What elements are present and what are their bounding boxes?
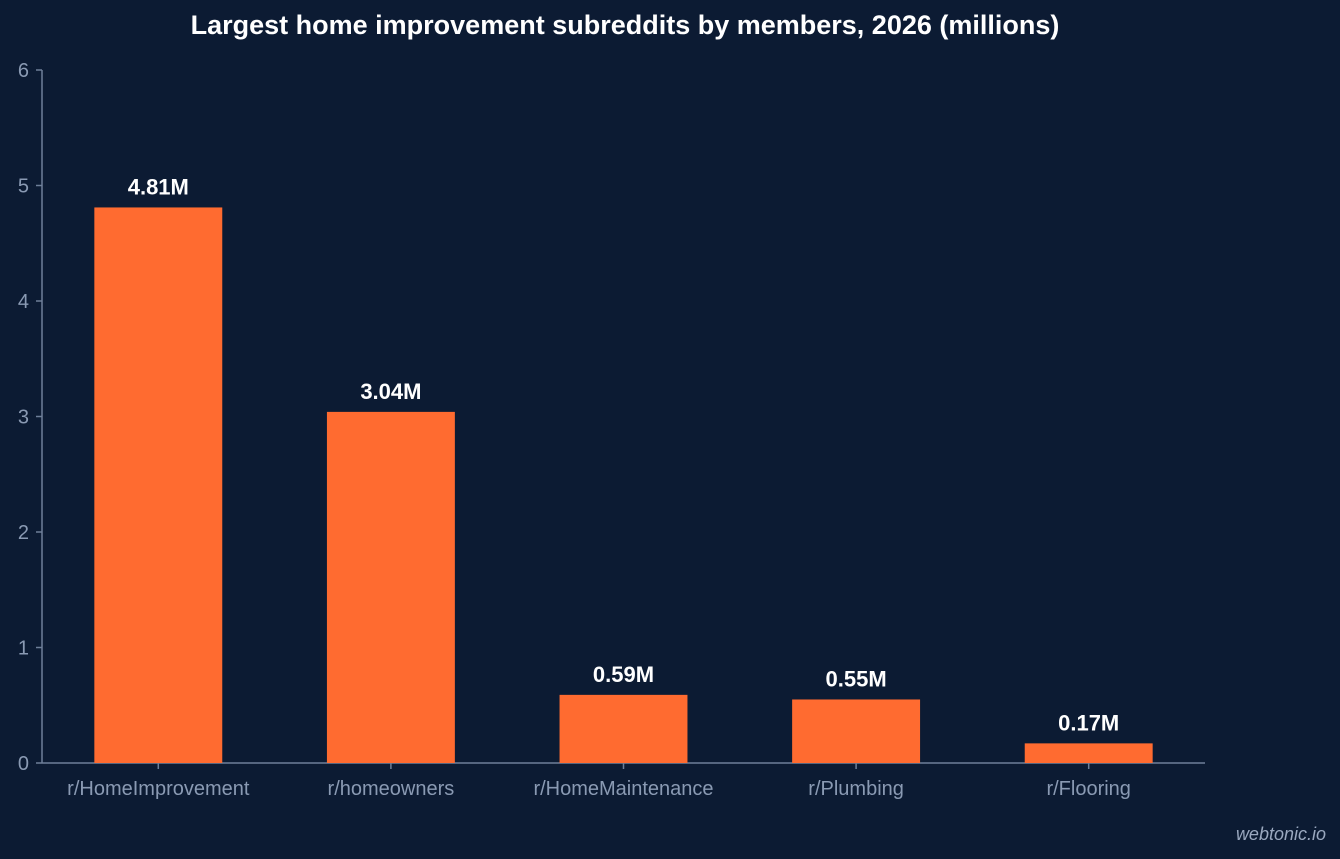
x-tick-label: r/HomeMaintenance (533, 778, 713, 800)
data-label: 4.81M (128, 174, 189, 199)
y-tick-label: 5 (18, 176, 29, 198)
x-tick-label: r/homeowners (328, 778, 455, 800)
y-tick-label: 6 (18, 60, 29, 82)
x-axis: r/HomeImprovement r/homeowners r/HomeMaint… (42, 762, 1205, 800)
x-tick-label: r/Plumbing (808, 778, 904, 800)
data-labels: 4.81M 3.04M 0.59M 0.55M 0.17M (128, 174, 1120, 735)
y-tick-label: 3 (18, 407, 29, 429)
y-tick-label: 4 (18, 291, 29, 313)
watermark: webtonic.io (1235, 824, 1326, 844)
bars (94, 207, 1153, 763)
y-tick-label: 2 (18, 522, 29, 544)
data-label: 3.04M (360, 379, 421, 404)
bar (1024, 743, 1153, 763)
x-tick-label: r/Flooring (1046, 778, 1130, 800)
data-label: 0.17M (1058, 710, 1119, 735)
y-axis: 0 1 2 3 4 5 6 (18, 60, 43, 775)
data-label: 0.59M (593, 662, 654, 687)
x-tick-label: r/HomeImprovement (67, 778, 250, 800)
y-tick-label: 0 (18, 753, 29, 775)
bar (326, 411, 455, 763)
bar (792, 699, 921, 763)
bar (559, 694, 688, 763)
chart-title: Largest home improvement subreddits by m… (190, 10, 1060, 40)
y-tick-label: 1 (18, 638, 29, 660)
bar (94, 207, 223, 763)
data-label: 0.55M (826, 666, 887, 691)
